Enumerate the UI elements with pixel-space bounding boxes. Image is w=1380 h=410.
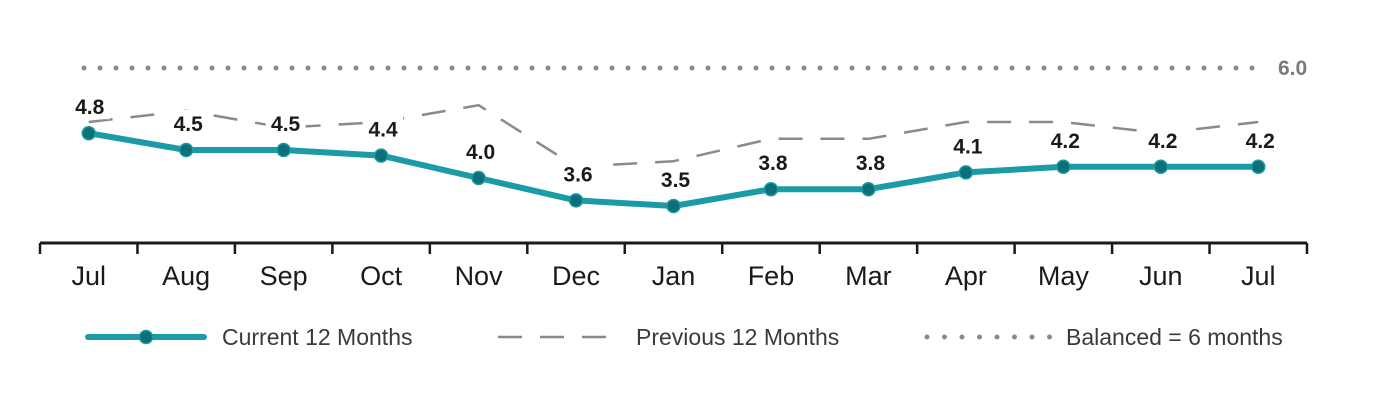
reference-line-group: 6.0 — [81, 57, 1307, 80]
data-label: 4.2 — [1051, 130, 1080, 153]
data-label-background — [1240, 126, 1281, 153]
data-label: 4.5 — [174, 113, 204, 136]
data-label: 3.8 — [856, 152, 886, 175]
current-series-group — [81, 125, 1266, 214]
current-12-months-point — [1251, 159, 1266, 175]
data-label: 3.5 — [661, 169, 691, 192]
data-label-background — [558, 160, 599, 187]
x-tick-label: Aug — [162, 261, 210, 291]
current-12-months-point — [178, 142, 194, 158]
x-tick-label: Feb — [748, 261, 795, 291]
data-label-background — [1045, 126, 1086, 153]
data-label: 4.4 — [369, 119, 399, 142]
current-12-months-point — [568, 193, 584, 208]
data-label-background — [265, 110, 306, 136]
previous-series-group — [88, 103, 1259, 169]
legend: Current 12 Months Previous 12 Months Balan… — [85, 324, 1283, 350]
current-12-months-point — [81, 125, 96, 141]
current-12-months-point — [373, 148, 389, 163]
x-tick-label: May — [1038, 261, 1090, 291]
current-12-months-point — [1056, 159, 1071, 175]
current-12-months-point — [666, 198, 681, 214]
data-label: 3.8 — [758, 152, 788, 175]
data-label: 3.6 — [563, 163, 592, 186]
x-tick-label: Jul — [1241, 261, 1276, 291]
data-label-background — [752, 149, 793, 176]
data-label: 4.1 — [953, 135, 983, 158]
data-label-background — [363, 115, 404, 142]
reference-line-label: 6.0 — [1278, 57, 1307, 80]
x-tick-label: Mar — [845, 261, 892, 291]
data-label: 4.0 — [466, 141, 495, 164]
legend-label-balanced: Balanced = 6 months — [1066, 324, 1283, 350]
data-label-background — [1142, 126, 1183, 153]
data-label: 4.2 — [1148, 130, 1177, 153]
previous-12-months-line — [88, 103, 1259, 169]
x-tick-label: Jun — [1139, 261, 1183, 291]
x-tick-label: Jul — [71, 261, 106, 291]
x-tick-label: Oct — [360, 261, 403, 291]
current-12-months-point — [1153, 159, 1169, 175]
x-axis: Jul Aug Sep Oct Nov Dec Jan Feb Mar Apr May Jun Jul — [38, 241, 1309, 291]
current-12-months-point — [763, 181, 779, 197]
x-tick-label: Dec — [552, 261, 600, 291]
x-tick-label: Sep — [260, 261, 308, 291]
data-label: 4.5 — [271, 113, 301, 136]
data-label-background — [168, 110, 209, 136]
x-tick-label: Jan — [652, 261, 696, 291]
x-tick-label: Nov — [455, 261, 504, 291]
current-12-months-point — [276, 142, 291, 158]
data-label-background — [655, 166, 696, 192]
data-label: 4.8 — [75, 96, 105, 119]
data-label-background — [947, 132, 988, 159]
legend-label-current: Current 12 Months — [222, 324, 412, 350]
legend-label-previous: Previous 12 Months — [636, 324, 839, 350]
x-tick-label: Apr — [945, 261, 987, 291]
data-label: 4.2 — [1246, 130, 1275, 153]
current-12-months-point — [958, 165, 974, 180]
current-12-months-point — [861, 181, 876, 197]
data-labels-group: 4.8 4.5 4.5 4.4 4.0 3.6 3.5 3.8 3.8 4.1 4.2 4.2 4.2 — [69, 93, 1281, 192]
data-label-background — [69, 93, 110, 120]
legend-current-marker — [138, 329, 154, 345]
current-12-months-point — [471, 170, 486, 186]
data-label-background — [460, 138, 501, 164]
data-label-background — [850, 149, 891, 176]
